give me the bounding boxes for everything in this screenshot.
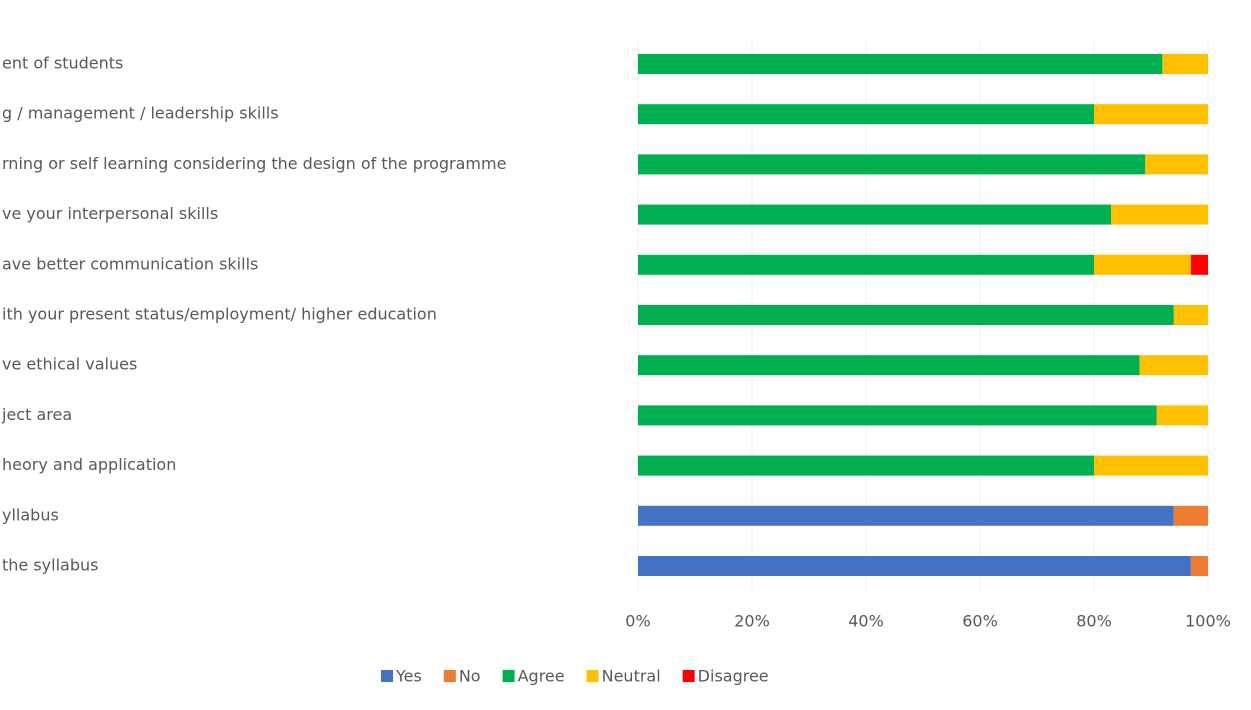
bar-segment (638, 254, 1094, 275)
legend-swatch (502, 670, 515, 682)
legend-swatch (381, 670, 393, 682)
legend-swatch (586, 670, 599, 682)
bar-segment (1111, 204, 1208, 225)
bar-segment (1139, 355, 1208, 376)
x-tick-label: 20% (734, 612, 770, 631)
bar-segment (638, 355, 1140, 376)
legend-swatch (682, 670, 695, 682)
bar-segment (638, 455, 1094, 476)
category-label: g / management / leadership skills (2, 104, 279, 123)
category-label: ave better communication skills (2, 254, 258, 273)
legend-label: Disagree (698, 667, 769, 686)
bar-segment (638, 556, 1191, 576)
category-label: ent of students (2, 54, 123, 73)
bar-segment (638, 305, 1174, 325)
category-label: ject area (1, 405, 72, 424)
x-tick-label: 0% (625, 612, 650, 631)
bar-segment (1156, 405, 1208, 426)
category-label: the syllabus (2, 556, 98, 575)
category-label: ve your interpersonal skills (2, 204, 218, 223)
x-tick-label: 40% (848, 612, 884, 631)
bar-segment (1094, 254, 1191, 275)
x-tick-label: 100% (1185, 612, 1231, 631)
x-tick-label: 80% (1076, 612, 1112, 631)
bar-segment (1190, 254, 1208, 275)
bar-segment (638, 54, 1163, 74)
legend-label: No (459, 667, 481, 686)
legend-swatch (443, 670, 456, 682)
bar-segment (1145, 154, 1208, 175)
bar-segment (1173, 305, 1208, 325)
category-label: yllabus (2, 505, 59, 524)
legend-label: Yes (395, 667, 422, 686)
x-tick-label: 60% (962, 612, 998, 631)
bar-segment (1190, 556, 1208, 576)
bar-segment (638, 204, 1112, 225)
category-label: ve ethical values (2, 355, 137, 374)
category-label: ith your present status/employment/ high… (2, 305, 437, 324)
bar-segment (638, 505, 1174, 526)
bar-segment (1094, 104, 1208, 125)
bar-segment (638, 154, 1146, 175)
bar-segment (638, 405, 1157, 426)
bar-segment (638, 104, 1094, 125)
legend-label: Agree (518, 667, 565, 686)
category-label: rning or self learning considering the d… (2, 154, 506, 173)
bar-segment (1162, 54, 1208, 74)
legend-label: Neutral (602, 667, 661, 686)
category-label: heory and application (2, 455, 176, 474)
bar-segment (1094, 455, 1208, 476)
bar-segment (1173, 505, 1208, 526)
